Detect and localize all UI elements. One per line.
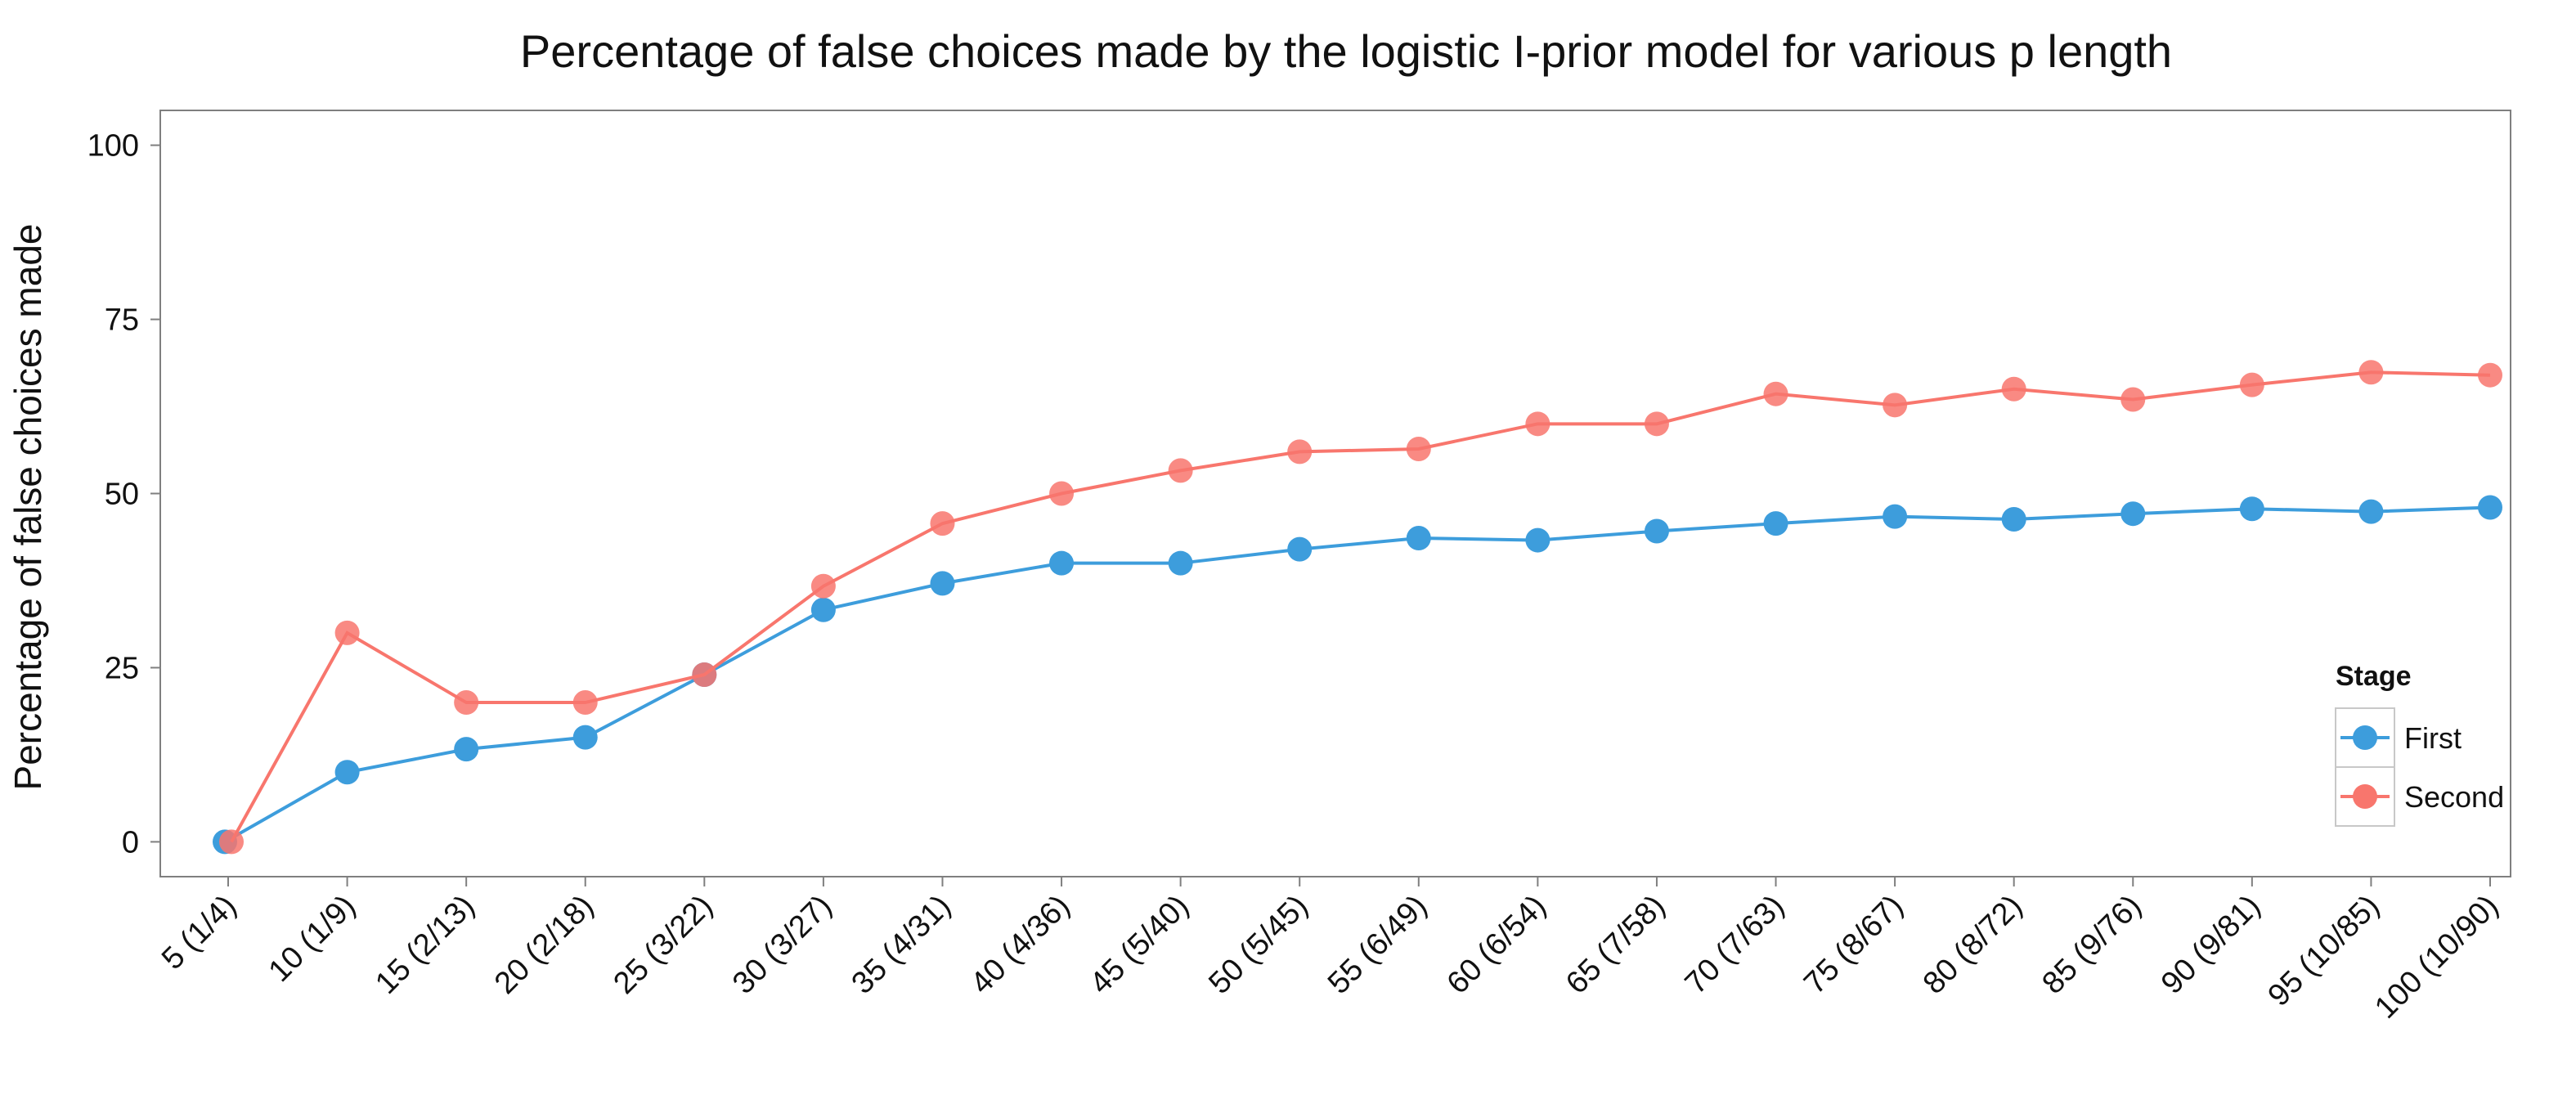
data-point-first [2001, 507, 2026, 532]
series-layer [213, 360, 2502, 855]
data-point-second [1287, 439, 1313, 464]
data-point-first [930, 571, 955, 596]
y-tick-label: 50 [105, 478, 139, 512]
data-point-first [1287, 536, 1313, 562]
plot-panel [159, 110, 2511, 877]
y-tick-label: 25 [105, 651, 139, 685]
data-point-first [2478, 495, 2502, 520]
data-point-second [2120, 387, 2146, 412]
y-axis-label: Percentage of false choices made [7, 224, 49, 791]
data-point-second [2358, 360, 2384, 385]
data-point-first [1049, 550, 1075, 576]
data-point-second [572, 690, 598, 716]
data-point-first [1406, 526, 1431, 551]
data-point-second [2478, 362, 2502, 388]
data-point-first [334, 760, 360, 785]
data-point-second [2239, 372, 2264, 397]
data-point-second [2001, 376, 2026, 402]
y-axis: 0 25 50 75 100 [88, 129, 160, 859]
data-point-first [572, 725, 598, 750]
data-point-first [1168, 550, 1193, 576]
data-point-second [1406, 436, 1431, 461]
data-point-second [334, 620, 360, 645]
data-point-second [930, 511, 955, 536]
data-point-second [219, 829, 244, 855]
series-line-second [230, 370, 2491, 843]
data-point-first [1644, 518, 1669, 544]
data-point-second [1644, 411, 1669, 437]
legend: Stage First Second [2335, 661, 2504, 827]
data-point-first [2358, 499, 2384, 524]
legend-key-marker-second [2353, 784, 2377, 809]
data-point-second [1763, 381, 1788, 406]
legend-label-second: Second [2404, 780, 2504, 814]
data-point-second [454, 690, 479, 716]
data-point-first [1763, 511, 1788, 536]
y-tick-label: 0 [122, 825, 139, 859]
data-point-second [1883, 393, 1908, 418]
data-point-second [1168, 458, 1193, 483]
legend-label-first: First [2404, 721, 2462, 755]
data-point-second [1049, 481, 1075, 506]
chart-title: Percentage of false choices made by the … [520, 25, 2172, 77]
data-point-first [2120, 501, 2146, 527]
data-point-first [454, 737, 479, 762]
y-tick-label: 75 [105, 303, 139, 338]
y-tick-label: 100 [88, 129, 139, 164]
data-point-second [1525, 411, 1551, 437]
data-point-second [692, 662, 717, 687]
series-line-first [224, 505, 2491, 844]
data-point-second [810, 573, 836, 599]
data-point-first [1525, 527, 1551, 553]
legend-title: Stage [2336, 661, 2412, 692]
legend-key-marker-first [2353, 725, 2377, 750]
data-point-first [810, 597, 836, 622]
data-point-first [1883, 504, 1908, 529]
data-point-first [2239, 496, 2264, 522]
